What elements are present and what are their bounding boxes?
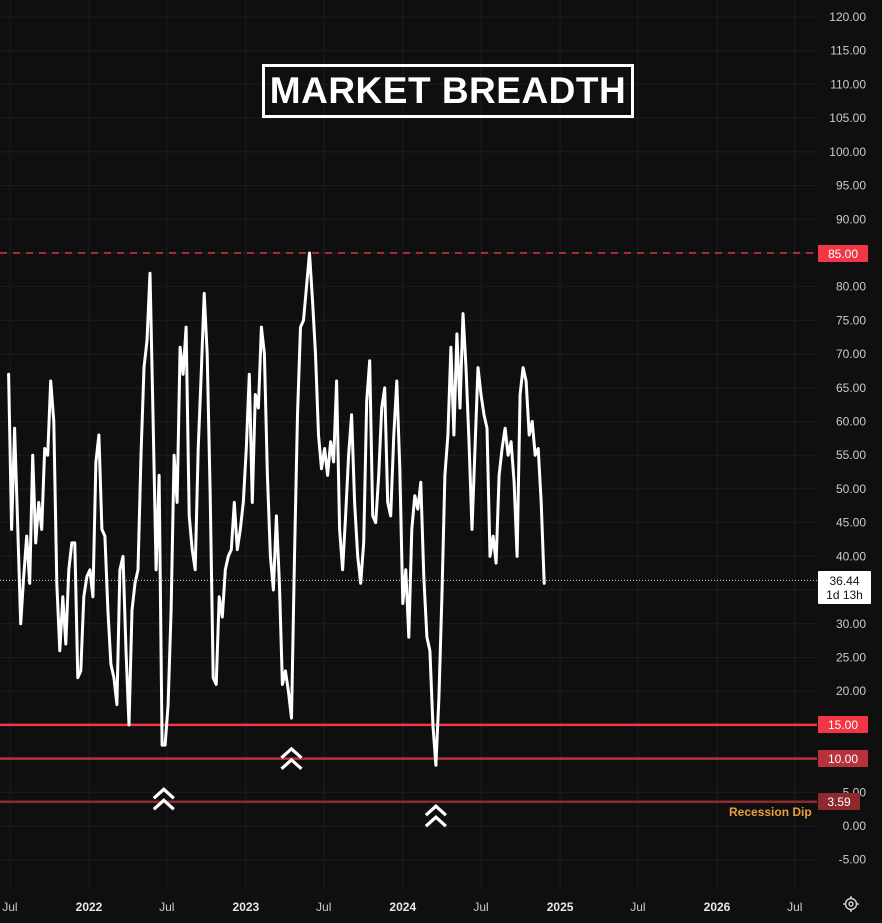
- bar-countdown: 1d 13h: [826, 587, 863, 602]
- double-chevron-up-icon: [152, 787, 175, 811]
- y-tick-label: 70.00: [836, 347, 866, 361]
- x-tick-label: Jul: [787, 900, 802, 914]
- breadth-line: [7, 251, 546, 767]
- y-tick-label: 95.00: [836, 179, 866, 193]
- x-tick-label: 2025: [547, 900, 574, 914]
- y-tick-label: 30.00: [836, 617, 866, 631]
- level-badge-85: 85.00: [818, 245, 868, 262]
- level-badge-10: 10.00: [818, 750, 868, 767]
- y-tick-label: 75.00: [836, 313, 866, 327]
- y-tick-label: 40.00: [836, 549, 866, 563]
- x-tick-label: Jul: [473, 900, 488, 914]
- y-tick-label: 100.00: [829, 145, 866, 159]
- chevron-up-icon: [424, 803, 447, 817]
- current-price-badge: 36.44 1d 13h: [818, 571, 871, 604]
- y-tick-label: 90.00: [836, 212, 866, 226]
- x-tick-label: 2026: [704, 900, 731, 914]
- y-axis: 120.00 115.00 110.00 105.00 100.00 95.00 90.00…: [829, 10, 866, 867]
- chevron-up-icon: [152, 798, 175, 811]
- x-tick-label: 2022: [76, 900, 103, 914]
- x-tick-label: Jul: [630, 900, 645, 914]
- x-tick-label: 2024: [389, 900, 416, 914]
- x-tick-label: 2023: [233, 900, 260, 914]
- y-tick-label: 45.00: [836, 516, 866, 530]
- chart-title-box: MARKET BREADTH: [262, 64, 634, 118]
- y-tick-label: 110.00: [830, 77, 866, 91]
- recession-dip-label: Recession Dip: [729, 805, 812, 819]
- current-price-value: 36.44: [829, 573, 860, 588]
- double-chevron-up-icon: [424, 803, 447, 828]
- level-lines: [0, 252, 817, 804]
- y-tick-label: 105.00: [829, 111, 866, 125]
- level-badge-15: 15.00: [818, 716, 868, 733]
- y-tick-label: 50.00: [836, 482, 866, 496]
- level-badge-3-59: 3.59: [818, 793, 860, 810]
- y-tick-label: 65.00: [836, 381, 866, 395]
- y-tick-label: 120.00: [829, 10, 866, 24]
- y-tick-label: 0.00: [843, 819, 867, 833]
- signal-markers: [152, 746, 447, 828]
- x-tick-label: Jul: [159, 900, 174, 914]
- x-tick-label: Jul: [316, 900, 331, 914]
- chevron-up-icon: [280, 757, 303, 771]
- y-tick-label: 20.00: [836, 684, 866, 698]
- x-axis: Jul 2022 Jul 2023 Jul 2024 Jul 2025 Jul 2026 Jul: [2, 900, 802, 914]
- y-tick-label: 55.00: [836, 448, 866, 462]
- gear-icon[interactable]: [843, 896, 859, 912]
- double-chevron-up-icon: [280, 746, 303, 771]
- y-tick-label: -5.00: [839, 853, 867, 867]
- chevron-up-icon: [152, 787, 175, 800]
- x-tick-label: Jul: [2, 900, 17, 914]
- chevron-up-icon: [424, 814, 447, 828]
- chevron-up-icon: [280, 746, 303, 760]
- series-line: [7, 251, 546, 767]
- chart-title: MARKET BREADTH: [269, 70, 627, 111]
- y-tick-label: 60.00: [836, 415, 866, 429]
- y-tick-label: 115.00: [830, 44, 866, 58]
- grid-lines: [0, 0, 817, 890]
- y-tick-label: 25.00: [836, 650, 866, 664]
- y-tick-label: 80.00: [836, 280, 866, 294]
